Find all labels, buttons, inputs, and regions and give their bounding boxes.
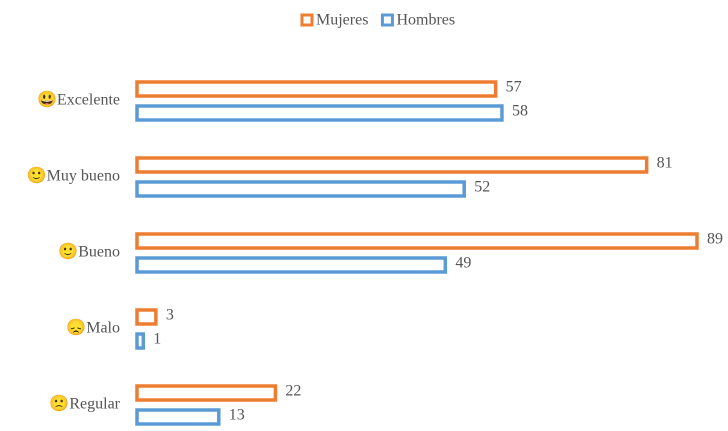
bar [135, 256, 448, 274]
value-label: 13 [229, 407, 245, 424]
legend-swatch [300, 13, 314, 27]
bar [135, 384, 278, 402]
legend-label: Hombres [396, 12, 455, 29]
value-label: 58 [512, 103, 528, 120]
value-label: 57 [506, 79, 522, 96]
bar [135, 104, 504, 122]
value-label: 3 [166, 307, 174, 324]
category-label: 🙂Bueno [58, 243, 120, 261]
value-label: 22 [285, 383, 301, 400]
value-label: 1 [153, 331, 161, 348]
category-label: 😞Malo [66, 319, 120, 337]
value-label: 49 [455, 255, 471, 272]
legend-label: Mujeres [316, 12, 368, 29]
bar [135, 80, 498, 98]
category-label: 😃Excelente [37, 91, 120, 109]
bar [135, 180, 466, 198]
category-label: 🙂Muy bueno [27, 167, 120, 185]
value-label: 89 [707, 231, 723, 248]
bar [135, 332, 146, 350]
bar [135, 232, 699, 250]
bar [135, 408, 221, 426]
value-label: 52 [474, 179, 490, 196]
category-label: 🙁Regular [49, 395, 120, 413]
legend-swatch [380, 13, 394, 27]
bar [135, 308, 158, 326]
bar [135, 156, 649, 174]
value-label: 81 [657, 155, 673, 172]
